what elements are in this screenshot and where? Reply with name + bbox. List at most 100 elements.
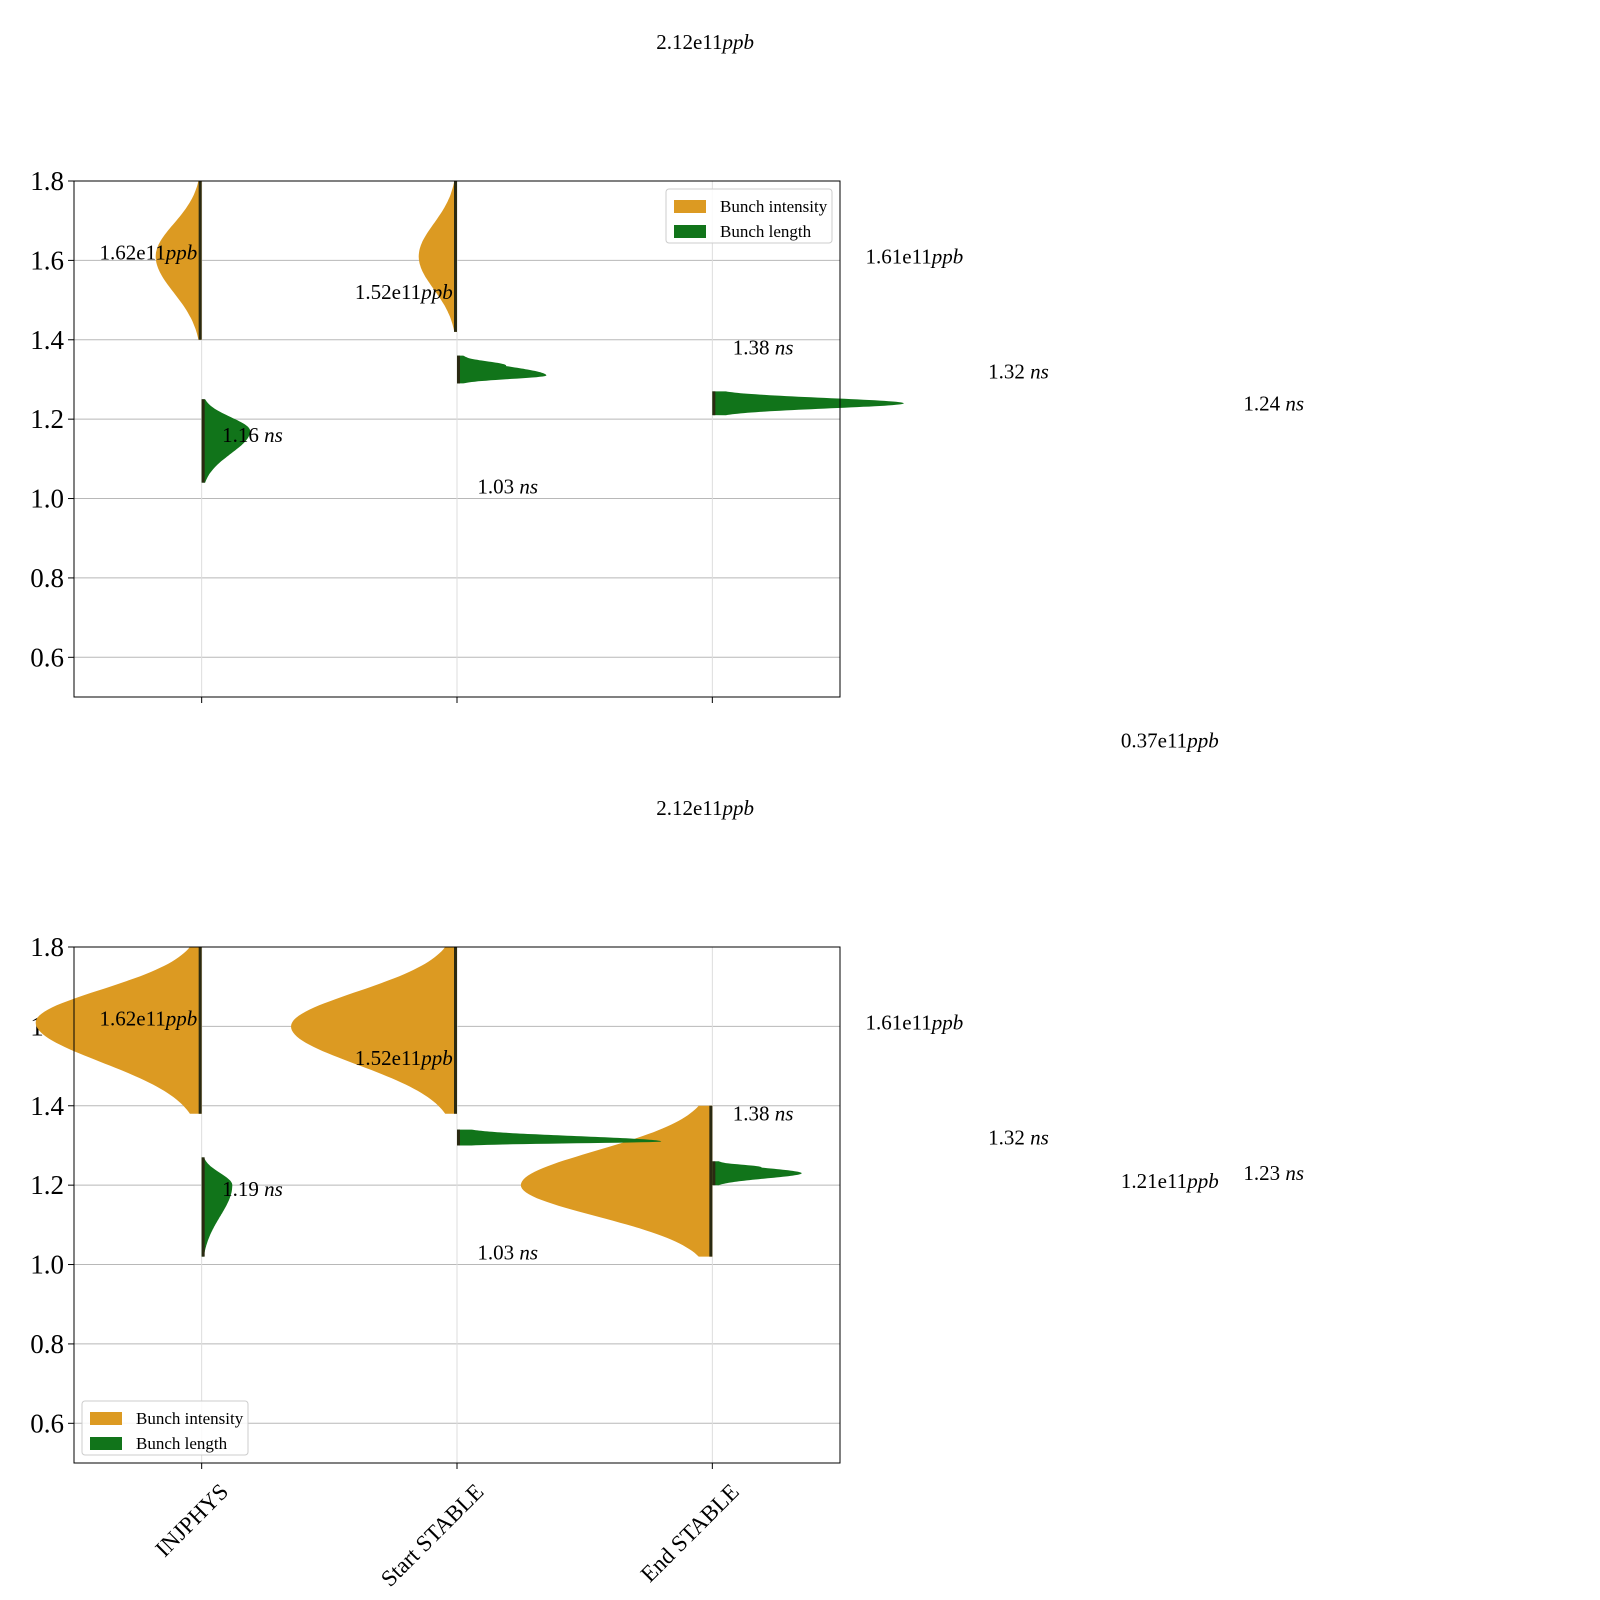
annotation-unit: ppb [419,1046,453,1070]
annotation-value: 1.19 [222,1177,259,1201]
annotation-label: 1.23 ns [1243,1161,1304,1185]
y-tick-label: 1.2 [30,404,64,434]
annotation-unit: ppb [419,280,453,304]
annotation-value: 2.12e11 [656,796,722,820]
violin-length-2 [712,1161,802,1186]
annotation-unit: ns [770,1102,794,1126]
y-tick-label: 1.4 [30,325,64,355]
violin-intensity-2 [520,1105,713,1257]
y-tick-label: 1.8 [30,932,64,962]
violin-length-2 [712,391,904,416]
violin-length-0 [201,1157,233,1257]
annotation-unit: ppb [164,1006,198,1030]
violin-intensity-0 [35,947,202,1114]
violin-intensity-1 [291,947,457,1114]
legend-label: Bunch length [136,1434,228,1453]
legend-swatch [674,225,706,238]
annotation-label: 1.19 ns [222,1177,283,1201]
annotation-unit: ppb [1185,729,1219,753]
annotation-label: 1.61e11ppb [866,1010,964,1034]
x-tick-label: Start STABLE [376,1479,489,1592]
annotation-value: 1.61e11 [866,1010,932,1034]
annotation-label: 1.52e11ppb [355,280,453,304]
legend: Bunch intensity Bunch length [665,188,833,244]
annotation-value: 1.21e11 [1121,1169,1187,1193]
violin-length-1 [457,355,547,384]
annotation-label: 1.62e11ppb [100,240,198,264]
y-tick-label: 1.2 [30,1170,64,1200]
annotation-label: 1.21e11ppb [1121,1169,1219,1193]
violin-intensity-1 [418,181,457,332]
annotation-value: 1.61e11 [866,244,932,268]
annotation-label: 1.61e11ppb [866,244,964,268]
annotation-label: 1.03 ns [477,475,538,499]
annotation-label: 1.38 ns [733,1102,794,1126]
y-tick-label: 1.6 [30,245,64,275]
y-tick-label: 0.6 [30,1408,64,1438]
annotation-value: 0.37e11 [1121,729,1187,753]
annotation-label: 1.03 ns [477,1241,538,1265]
annotation-label: 1.32 ns [988,1126,1049,1150]
annotation-label: 1.62e11ppb [100,1006,198,1030]
legend-swatch [90,1412,122,1425]
annotation-unit: ns [1280,1161,1304,1185]
annotation-label: 1.38 ns [733,336,794,360]
annotation-value: 1.24 [1243,391,1280,415]
legend: Bunch intensity Bunch length [81,1400,249,1456]
violin-length-0 [201,399,251,483]
annotation-value: 1.32 [988,1126,1025,1150]
legend-swatch [90,1437,122,1450]
annotation-unit: ppb [720,30,754,54]
legend-box [81,1400,249,1456]
annotation-unit: ns [1025,1126,1049,1150]
annotation-label: 1.32 ns [988,360,1049,384]
y-tick-label: 1.8 [30,166,64,196]
annotation-unit: ns [514,1241,538,1265]
y-tick-label: 0.8 [30,563,64,593]
y-tick-label: 0.8 [30,1329,64,1359]
axes-frame [73,946,841,1464]
annotation-value: 1.52e11 [355,1046,421,1070]
y-tick-label: 1.4 [30,1091,64,1121]
annotation-value: 1.62e11 [100,240,166,264]
annotation-value: 1.03 [477,1241,514,1265]
annotation-value: 1.38 [733,1102,770,1126]
annotation-value: 1.52e11 [355,280,421,304]
legend-label: Bunch intensity [136,1409,244,1428]
legend-label: Bunch intensity [720,197,828,216]
annotation-label: 1.24 ns [1243,391,1304,415]
y-tick-label: 1.0 [30,484,64,514]
violin-intensity-0 [155,181,202,340]
legend-label: Bunch length [720,222,812,241]
annotation-unit: ns [1280,391,1304,415]
annotation-unit: ppb [930,1010,964,1034]
annotation-label: 2.12e11ppb [656,30,754,54]
annotation-value: 1.62e11 [100,1006,166,1030]
annotation-label: 2.12e11ppb [656,796,754,820]
annotation-unit: ns [514,475,538,499]
annotation-value: 2.12e11 [656,30,722,54]
annotation-unit: ppb [930,244,964,268]
annotation-unit: ns [1025,360,1049,384]
legend-box [665,188,833,244]
annotation-value: 1.38 [733,336,770,360]
annotation-label: 0.37e11ppb [1121,729,1219,753]
y-tick-label: 1.0 [30,1250,64,1280]
axes-frame [73,180,841,698]
annotation-unit: ns [259,423,283,447]
annotation-unit: ppb [720,796,754,820]
annotation-unit: ppb [1185,1169,1219,1193]
y-tick-label: 0.6 [30,642,64,672]
annotation-unit: ns [770,336,794,360]
x-tick-label: INJPHYS [150,1479,233,1562]
annotation-unit: ns [259,1177,283,1201]
annotation-unit: ppb [164,240,198,264]
annotation-label: 1.52e11ppb [355,1046,453,1070]
annotation-value: 1.32 [988,360,1025,384]
annotation-value: 1.03 [477,475,514,499]
x-tick-label: End STABLE [636,1479,744,1587]
annotation-value: 1.23 [1243,1161,1280,1185]
